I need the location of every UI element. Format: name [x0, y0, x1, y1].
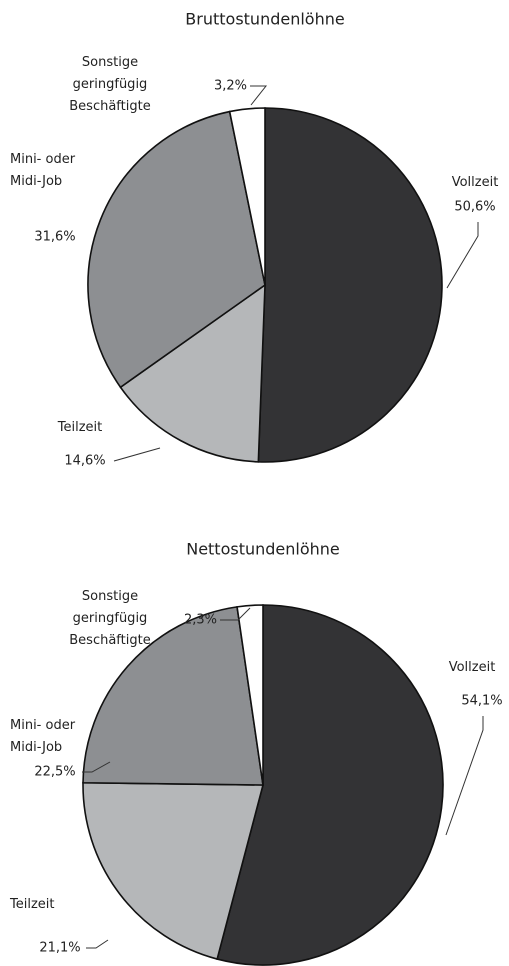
- chart-title: Nettostundenlöhne: [186, 540, 340, 559]
- slice-label: Sonstige geringfügig Beschäftigte: [69, 55, 151, 114]
- value-label: 22,5%: [34, 765, 75, 780]
- pie-slice: [257, 107, 443, 463]
- slice-label: Teilzeit: [57, 420, 103, 435]
- leader-line: [113, 447, 161, 462]
- value-label: 2,3%: [184, 613, 217, 628]
- leader-line: [446, 222, 479, 289]
- slice-label: Sonstige geringfügig Beschäftigte: [69, 589, 151, 648]
- leader-line: [86, 939, 109, 949]
- slice-label: Vollzeit: [448, 660, 496, 675]
- leader-line: [220, 607, 251, 621]
- value-label: 54,1%: [461, 694, 502, 709]
- pie-slice: [228, 107, 266, 286]
- pie-slice: [119, 283, 266, 463]
- leader-line: [250, 85, 268, 106]
- value-label: 31,6%: [34, 230, 75, 245]
- pie-slice: [87, 110, 266, 389]
- slice-label: Mini- oder Midi-Job: [10, 718, 76, 755]
- slice-label: Teilzeit: [10, 897, 55, 912]
- value-label: 50,6%: [454, 200, 495, 215]
- slice-label: Vollzeit: [451, 175, 499, 190]
- leader-line: [82, 761, 111, 773]
- pie-slice: [236, 604, 264, 786]
- value-label: 14,6%: [64, 454, 105, 469]
- chart-title: Bruttostundenlöhne: [185, 10, 344, 29]
- slice-label: Mini- oder Midi-Job: [10, 152, 76, 189]
- pie-slice: [82, 781, 265, 961]
- value-label: 21,1%: [39, 941, 80, 956]
- pie-slice: [82, 605, 264, 786]
- leader-line: [445, 716, 484, 836]
- value-label: 3,2%: [214, 79, 247, 94]
- pie-slice: [216, 604, 444, 966]
